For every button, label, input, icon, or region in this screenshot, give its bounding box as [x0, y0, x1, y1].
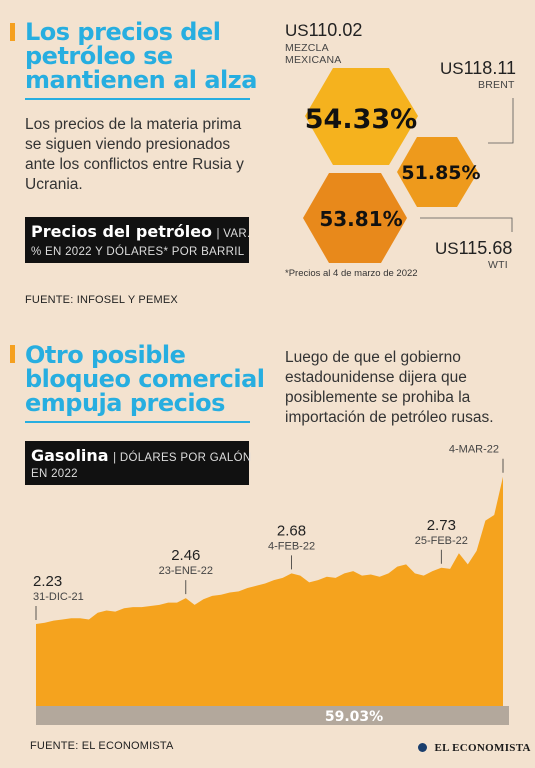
price-wti: US115.68 [435, 238, 513, 258]
title-line: petróleo se [25, 42, 173, 70]
label-brent: BRENT [478, 79, 515, 91]
box-subtitle: | DÓLARES POR GALÓN [113, 452, 252, 464]
body-line: se siguen viendo presionados [25, 136, 231, 153]
oil-footnote: *Precios al 4 de marzo de 2022 [285, 268, 418, 279]
hex-wti [303, 173, 407, 263]
oil-hex-chart: 54.33% 51.85% 53.81% [303, 68, 514, 263]
change-bar [36, 706, 509, 725]
title-line: Los precios del [25, 18, 221, 46]
logo: EL ECONOMISTA [418, 739, 531, 757]
price-mezcla: US110.02 [285, 20, 363, 40]
source-note-1: FUENTE: INFOSEL Y PEMEX [25, 294, 178, 306]
section1-body: Los precios de la materia prima se sigue… [25, 115, 265, 195]
annotation-value: 2.23 [33, 573, 62, 590]
hex-value-wti: 53.81% [319, 207, 402, 231]
annotation-date: 31-DIC-21 [33, 591, 84, 603]
annotation-date: 25-FEB-22 [415, 535, 468, 547]
oil-chart-label-box: Precios del petróleo | VAR. % EN 2022 Y … [25, 217, 251, 263]
hex-mezcla [305, 68, 418, 165]
annotation-value: 2.68 [277, 522, 306, 539]
gasoline-area [36, 476, 503, 706]
body-line: ante los conflictos entre Rusia y [25, 156, 244, 173]
title-accent-bar-2 [10, 345, 15, 363]
annotation-date: 23-ENE-22 [159, 565, 213, 577]
gas-chart-label-box: Gasolina | DÓLARES POR GALÓN EN 2022 [25, 441, 252, 485]
box-title: Precios del petróleo [31, 222, 213, 241]
hex-value-brent: 51.85% [401, 162, 480, 184]
title-line: bloqueo comercial [25, 365, 265, 393]
annotation-value: 2.46 [171, 547, 200, 564]
annotation-date: 4-FEB-22 [268, 540, 315, 552]
price-brent: US118.11 [440, 58, 517, 78]
annotation-value: 3.54 [470, 440, 500, 443]
leader-line-brent [488, 98, 514, 144]
hex-brent [397, 137, 478, 207]
section2-title: Otro posible bloqueo comercial empuja pr… [25, 343, 265, 415]
title-line: empuja precios [25, 389, 225, 417]
annotation-value: 2.73 [427, 517, 456, 534]
label-wti: WTI [488, 259, 508, 271]
hex-value-mezcla: 54.33% [305, 104, 417, 135]
body-line: Luego de que el gobierno [285, 349, 461, 366]
annotation-date: 4-MAR-22 [449, 444, 499, 456]
change-label: 59.03% [325, 709, 383, 725]
section1-title: Los precios del petróleo se mantienen al… [25, 20, 257, 92]
body-line: Ucrania. [25, 176, 83, 193]
label-mezcla: MEZCLA MEXICANA [285, 42, 342, 66]
section2-body: Luego de que el gobierno estadounidense … [285, 348, 525, 428]
title-underline-2 [25, 421, 250, 423]
body-line: estadounidense dijera que [285, 369, 467, 386]
box-title: Gasolina [31, 446, 109, 465]
box-subtitle-line2: EN 2022 [31, 468, 78, 480]
leader-line-wti [420, 217, 513, 232]
title-line: mantienen al alza [25, 66, 257, 94]
logo-text: EL ECONOMISTA [434, 741, 531, 754]
box-subtitle-line2: % EN 2022 Y DÓLARES* POR BARRIL [31, 246, 245, 258]
body-line: posiblemente se prohiba la [285, 389, 471, 406]
box-subtitle: | VAR. [216, 228, 251, 240]
body-line: Los precios de la materia prima [25, 116, 242, 133]
source-note-2: FUENTE: EL ECONOMISTA [30, 740, 174, 752]
title-underline [25, 98, 250, 100]
title-line: Otro posible [25, 341, 186, 369]
title-accent-bar [10, 23, 15, 41]
logo-icon [418, 743, 427, 753]
body-line: importación de petróleo rusas. [285, 409, 494, 426]
